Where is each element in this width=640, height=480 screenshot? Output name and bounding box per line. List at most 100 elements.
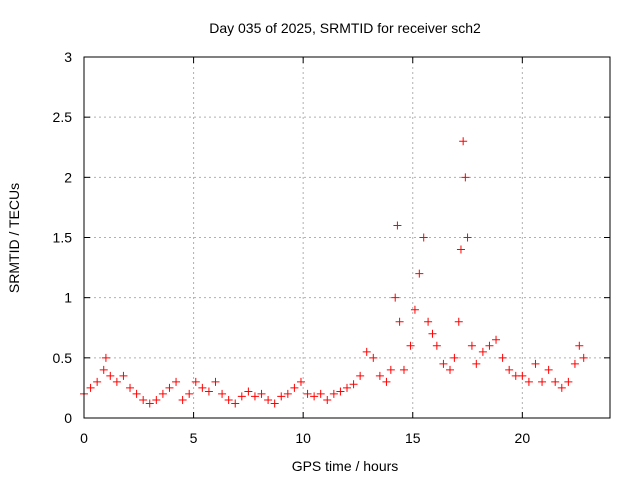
data-point <box>551 377 560 386</box>
data-point <box>290 383 299 392</box>
data-point <box>178 395 187 404</box>
data-point <box>126 383 135 392</box>
data-point <box>343 383 351 392</box>
data-point <box>101 353 110 362</box>
data-point <box>570 359 579 368</box>
data-point <box>456 245 465 254</box>
data-point <box>211 377 220 386</box>
data-point <box>244 387 253 396</box>
data-point <box>524 377 533 386</box>
y-tick-label: 0.5 <box>53 350 73 366</box>
data-point <box>362 347 371 356</box>
y-tick-label: 1.5 <box>53 230 73 246</box>
data-point <box>498 353 507 362</box>
data-point <box>257 389 266 398</box>
y-tick-label: 1 <box>64 290 72 306</box>
data-point <box>152 395 161 404</box>
data-point <box>191 377 200 386</box>
data-point <box>419 233 428 242</box>
data-point <box>198 383 207 392</box>
data-point <box>375 371 384 380</box>
data-point <box>467 341 476 350</box>
data-point <box>139 395 148 404</box>
data-point <box>204 387 213 396</box>
data-point <box>99 365 108 374</box>
data-point <box>277 392 286 401</box>
axis-ticks: 0 0.5 1 1.5 2 2.5 3 0 5 10 15 20 <box>53 49 610 446</box>
data-point <box>106 371 115 380</box>
data-point <box>410 305 419 314</box>
data-point <box>415 269 424 278</box>
data-point <box>369 353 378 362</box>
data-point <box>323 395 332 404</box>
data-point <box>518 371 527 380</box>
data-point <box>158 389 167 398</box>
x-tick-label: 5 <box>190 430 198 446</box>
data-point <box>310 392 319 401</box>
data-point <box>224 395 233 404</box>
data-point <box>250 392 259 401</box>
data-point <box>391 293 400 302</box>
data-point <box>454 317 463 326</box>
data-point <box>349 380 358 389</box>
data-point <box>505 365 514 374</box>
data-point <box>386 365 395 374</box>
data-point <box>461 173 470 182</box>
y-axis-label: SRMTID / TECUs <box>6 183 22 293</box>
data-point <box>432 341 441 350</box>
data-point <box>185 389 194 398</box>
data-point <box>557 383 566 392</box>
data-point <box>231 399 240 408</box>
data-point <box>406 341 415 350</box>
data-point <box>270 399 279 408</box>
data-point <box>356 371 365 380</box>
data-point <box>86 383 95 392</box>
chart-title: Day 035 of 2025, SRMTID for receiver sch… <box>209 20 481 36</box>
y-tick-label: 2.5 <box>53 109 73 125</box>
data-point <box>132 389 141 398</box>
x-axis-label: GPS time / hours <box>292 458 399 474</box>
y-tick-label: 0 <box>64 410 72 426</box>
data-point <box>218 389 227 398</box>
data-point <box>579 353 588 362</box>
data-point <box>316 389 325 398</box>
data-point <box>459 137 468 146</box>
data-point <box>531 359 540 368</box>
data-point <box>439 359 448 368</box>
x-tick-label: 10 <box>295 430 311 446</box>
data-point <box>399 365 408 374</box>
data-point <box>472 359 481 368</box>
data-point <box>264 395 273 404</box>
data-point <box>237 392 246 401</box>
data-point <box>463 233 472 242</box>
grid-lines <box>84 57 610 418</box>
data-point <box>395 317 404 326</box>
data-point <box>172 377 181 386</box>
data-point <box>93 377 102 386</box>
data-points <box>80 137 588 408</box>
data-point <box>393 221 402 230</box>
data-point <box>424 317 433 326</box>
data-point <box>329 389 338 398</box>
data-point <box>538 377 547 386</box>
data-point <box>145 399 154 408</box>
data-point <box>478 347 487 356</box>
data-point <box>492 335 501 344</box>
data-point <box>283 389 292 398</box>
data-point <box>564 377 573 386</box>
data-point <box>450 353 459 362</box>
y-tick-label: 2 <box>64 169 72 185</box>
data-point <box>382 377 391 386</box>
data-point <box>165 383 174 392</box>
data-point <box>119 371 128 380</box>
data-point <box>544 365 553 374</box>
y-tick-label: 3 <box>64 49 72 65</box>
data-point <box>303 389 312 398</box>
plot-frame <box>83 56 611 419</box>
x-tick-label: 20 <box>515 430 531 446</box>
data-point <box>428 329 437 338</box>
data-point <box>485 341 494 350</box>
data-point <box>446 365 455 374</box>
x-tick-label: 15 <box>405 430 421 446</box>
data-point <box>296 377 305 386</box>
